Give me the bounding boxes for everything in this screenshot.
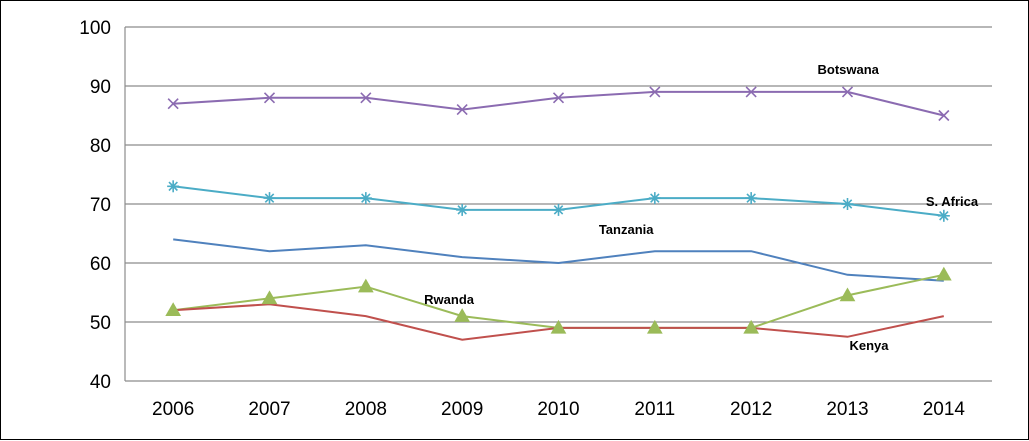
- x-tick-label-2007: 2007: [248, 399, 290, 420]
- series-line-botswana: [173, 90, 945, 117]
- series-label-botswana: Botswana: [818, 62, 880, 77]
- marker-s-africa-2007: [263, 192, 276, 205]
- marker-s-africa-2008: [359, 192, 372, 205]
- marker-botswana-2007: [263, 92, 276, 104]
- marker-rwanda-2006: [165, 302, 182, 316]
- marker-rwanda-2010: [550, 319, 567, 334]
- y-tick-label-90: 90: [90, 77, 111, 98]
- x-tick-label-2011: 2011: [634, 399, 675, 420]
- axes: [124, 27, 992, 382]
- marker-s-africa-2013: [841, 198, 854, 210]
- marker-s-africa-2010: [552, 203, 565, 216]
- x-tick-labels: 2006 2007 2008 2009 2010 2011 2012 2013 2014: [152, 399, 965, 420]
- y-tick-label-50: 50: [90, 313, 111, 334]
- marker-rwanda-2007: [261, 290, 278, 305]
- marker-botswana-2010: [552, 92, 565, 104]
- series-line-tanzania: [173, 238, 944, 282]
- marker-botswana-2012: [745, 86, 757, 98]
- marker-s-africa-2012: [745, 192, 758, 205]
- marker-s-africa-2011: [648, 192, 661, 205]
- marker-botswana-2011: [649, 86, 661, 98]
- y-tick-label-40: 40: [90, 372, 111, 393]
- x-tick-label-2008: 2008: [345, 399, 387, 420]
- series-label-kenya: Kenya: [850, 338, 890, 353]
- marker-rwanda-2014: [935, 266, 952, 281]
- series-labels: Botswana S. Africa Tanzania Rwanda Kenya: [424, 62, 979, 353]
- x-tick-label-2014: 2014: [923, 399, 966, 420]
- y-tick-label-80: 80: [90, 136, 111, 157]
- marker-rwanda-2008: [357, 278, 374, 293]
- marker-rwanda-2013: [839, 287, 856, 302]
- marker-botswana-2006: [167, 98, 179, 110]
- series-label-rwanda: Rwanda: [424, 292, 475, 307]
- x-tick-label-2006: 2006: [152, 399, 194, 420]
- marker-botswana-2013: [841, 86, 854, 98]
- y-tick-labels: 40 50 60 70 80 90 100: [79, 18, 111, 393]
- y-tick-label-70: 70: [90, 195, 111, 216]
- y-tick-label-60: 60: [90, 254, 111, 275]
- y-tick-label-100: 100: [79, 18, 111, 39]
- series-markers: [165, 86, 952, 334]
- series-label-tanzania: Tanzania: [599, 222, 654, 237]
- marker-botswana-2009: [456, 104, 468, 116]
- marker-botswana-2008: [360, 92, 372, 104]
- marker-rwanda-2012: [743, 319, 760, 334]
- marker-s-africa-2009: [456, 203, 469, 216]
- marker-rwanda-2009: [454, 308, 471, 322]
- marker-botswana-2014: [938, 109, 950, 122]
- series-label-s-africa: S. Africa: [926, 194, 979, 209]
- x-tick-label-2009: 2009: [441, 399, 483, 420]
- x-tick-label-2013: 2013: [826, 399, 868, 420]
- x-tick-label-2010: 2010: [537, 399, 579, 420]
- x-tick-label-2012: 2012: [730, 399, 772, 420]
- marker-s-africa-2014: [937, 209, 950, 222]
- marker-s-africa-2006: [167, 180, 180, 193]
- marker-rwanda-2011: [646, 319, 663, 334]
